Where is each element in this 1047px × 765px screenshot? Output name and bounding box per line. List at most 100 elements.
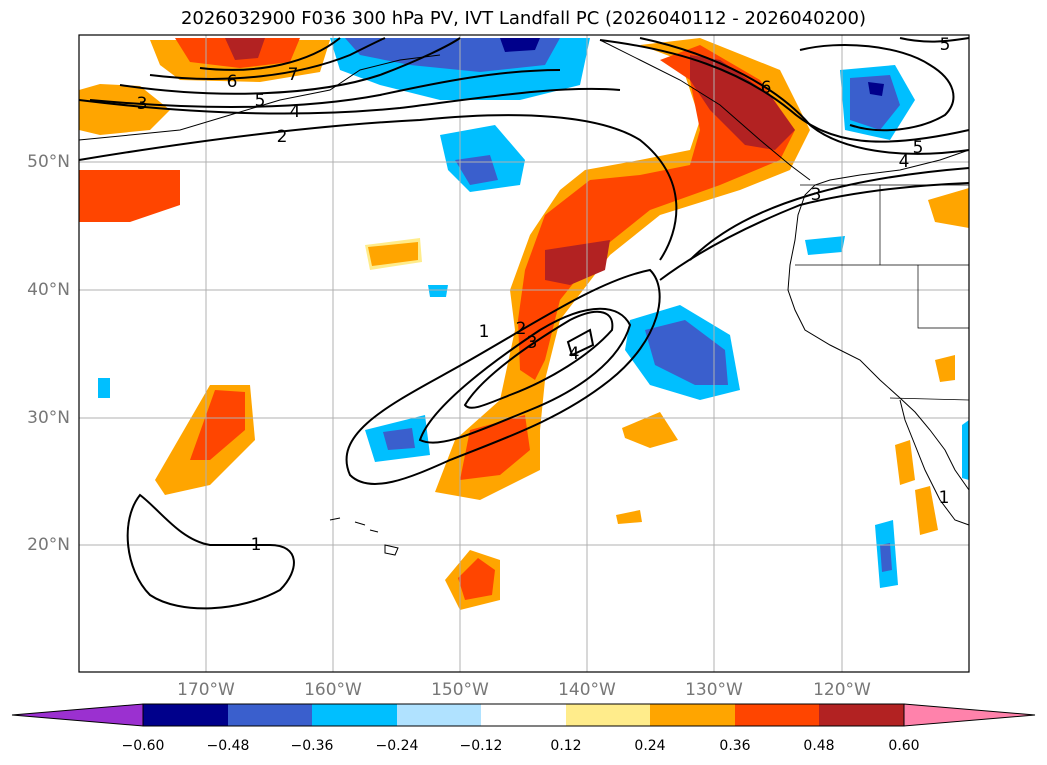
- contour-label: 6: [227, 72, 238, 92]
- lat-label: 50°N: [27, 152, 70, 172]
- colorbar-tick-label: 0.60: [888, 738, 920, 754]
- fill-top-navy: [500, 38, 540, 52]
- colorbar-tick-label: 0.24: [634, 738, 666, 754]
- contour-label: 7: [288, 65, 299, 85]
- contour-2-loop: [418, 307, 632, 444]
- coast-alaska: [78, 54, 441, 141]
- lat-label: 40°N: [27, 280, 70, 300]
- colorbar-segment: [566, 704, 650, 726]
- contour-east2: [639, 37, 970, 155]
- contour-label: 5: [255, 91, 266, 111]
- contour-label: 5: [913, 138, 924, 158]
- negative-anomaly-fills: [98, 38, 969, 588]
- fill-tiny-orange: [616, 510, 642, 524]
- fill-ne-blue: [850, 75, 900, 130]
- coast-north-america: [787, 149, 970, 491]
- fill-sw-coast-orange2: [915, 486, 938, 535]
- contour-7-band: [199, 37, 341, 71]
- contour-label: 3: [137, 94, 148, 114]
- contour-label: 1: [479, 322, 490, 342]
- colorbar-segment: [650, 704, 735, 726]
- colorbar-tick-label: −0.12: [459, 738, 503, 754]
- contour-label: 1: [251, 535, 262, 555]
- lon-label: 140°W: [558, 680, 616, 700]
- contour-ne-loop: [799, 44, 955, 132]
- fill-sw-coast-orange: [895, 440, 915, 485]
- border-states3: [917, 265, 969, 329]
- contour-label: 4: [899, 152, 910, 172]
- colorbar-segment: [397, 704, 481, 726]
- lon-label: 120°W: [813, 680, 871, 700]
- colorbar-segment: [735, 704, 819, 726]
- contour-2-band: [78, 114, 678, 261]
- colorbar-extend-left: [11, 703, 144, 727]
- lon-label: 150°W: [431, 680, 489, 700]
- fill-baja-orange: [935, 355, 955, 382]
- contour-3-band: [78, 87, 621, 115]
- fill-nw-orange: [79, 84, 170, 135]
- lon-label: 170°W: [177, 680, 235, 700]
- lon-label: 130°W: [685, 680, 743, 700]
- fill-tiny-lightblue: [428, 285, 448, 297]
- hawaii-islands: [329, 517, 399, 556]
- fill-mid-orange: [622, 412, 678, 448]
- colorbar-segment: [481, 704, 566, 726]
- fill-south-red: [458, 558, 495, 600]
- map-title: 2026032900 F036 300 hPa PV, IVT Landfall…: [180, 8, 867, 29]
- contour-label: 3: [811, 185, 822, 205]
- lat-label: 20°N: [27, 535, 70, 555]
- fill-tiny-lightblue2: [98, 378, 110, 398]
- contour-label: 5: [940, 35, 951, 55]
- colorbar-segment: [228, 704, 312, 726]
- contour-east4: [659, 182, 970, 281]
- colorbar-tick-label: −0.60: [121, 738, 165, 754]
- positive-anomaly-fills: [79, 38, 969, 610]
- colorbar-tick-label: 0.48: [803, 738, 835, 754]
- fill-ne-navy: [868, 82, 884, 96]
- contour-1-south: [126, 493, 295, 610]
- fill-sw-blue: [383, 428, 415, 450]
- fill-coast-lightblue: [805, 236, 845, 255]
- border-us-mexico: [889, 397, 970, 401]
- lon-label: 160°W: [304, 680, 362, 700]
- contour-1-loop: [345, 268, 661, 485]
- colorbar-tick-label: −0.24: [375, 738, 419, 754]
- contour-label: 1: [939, 488, 950, 508]
- fill-east-blue: [645, 320, 728, 385]
- fill-south-blue: [880, 543, 892, 572]
- fill-band-darkred: [690, 55, 795, 150]
- fill-nw-red: [79, 170, 180, 222]
- pc-contours: [78, 37, 970, 610]
- colorbar-tick-label: −0.48: [206, 738, 250, 754]
- colorbar-tick-label: −0.36: [290, 738, 334, 754]
- coastlines: [78, 39, 970, 556]
- contour-label: 6: [761, 78, 772, 98]
- contour-5-band: [119, 37, 461, 95]
- colorbar-tick-label: 0.12: [550, 738, 582, 754]
- fill-band-red: [518, 45, 795, 380]
- colorbar-segment: [312, 704, 397, 726]
- colorbar-extend-right: [903, 703, 1036, 727]
- contour-east3: [689, 167, 970, 261]
- map-frame: [78, 34, 970, 673]
- colorbar-tick-label: 0.36: [719, 738, 751, 754]
- contour-label-group: 7 6 5 4 3 2 1 2 3 4 1 6 5 4 3 1 5: [137, 35, 951, 555]
- fill-east-orange: [928, 188, 969, 228]
- colorbar-segment: [143, 704, 228, 726]
- contour-label: 2: [516, 319, 527, 339]
- contour-3-loop: [463, 310, 614, 409]
- fill-band-darkred2: [545, 240, 610, 285]
- contour-4-band: [89, 69, 561, 108]
- fill-west-red: [190, 390, 245, 460]
- colorbar-segment: [819, 704, 904, 726]
- lat-label: 30°N: [27, 408, 70, 428]
- colorbar: [11, 703, 1036, 727]
- coast-bc: [599, 39, 811, 181]
- contour-label: 4: [290, 102, 301, 122]
- fill-top-darkred: [225, 38, 265, 60]
- colorbar-outline: [142, 703, 905, 727]
- coast-baja: [899, 399, 970, 526]
- contour-4-loop: [566, 328, 595, 357]
- contour-6-band: [149, 37, 386, 80]
